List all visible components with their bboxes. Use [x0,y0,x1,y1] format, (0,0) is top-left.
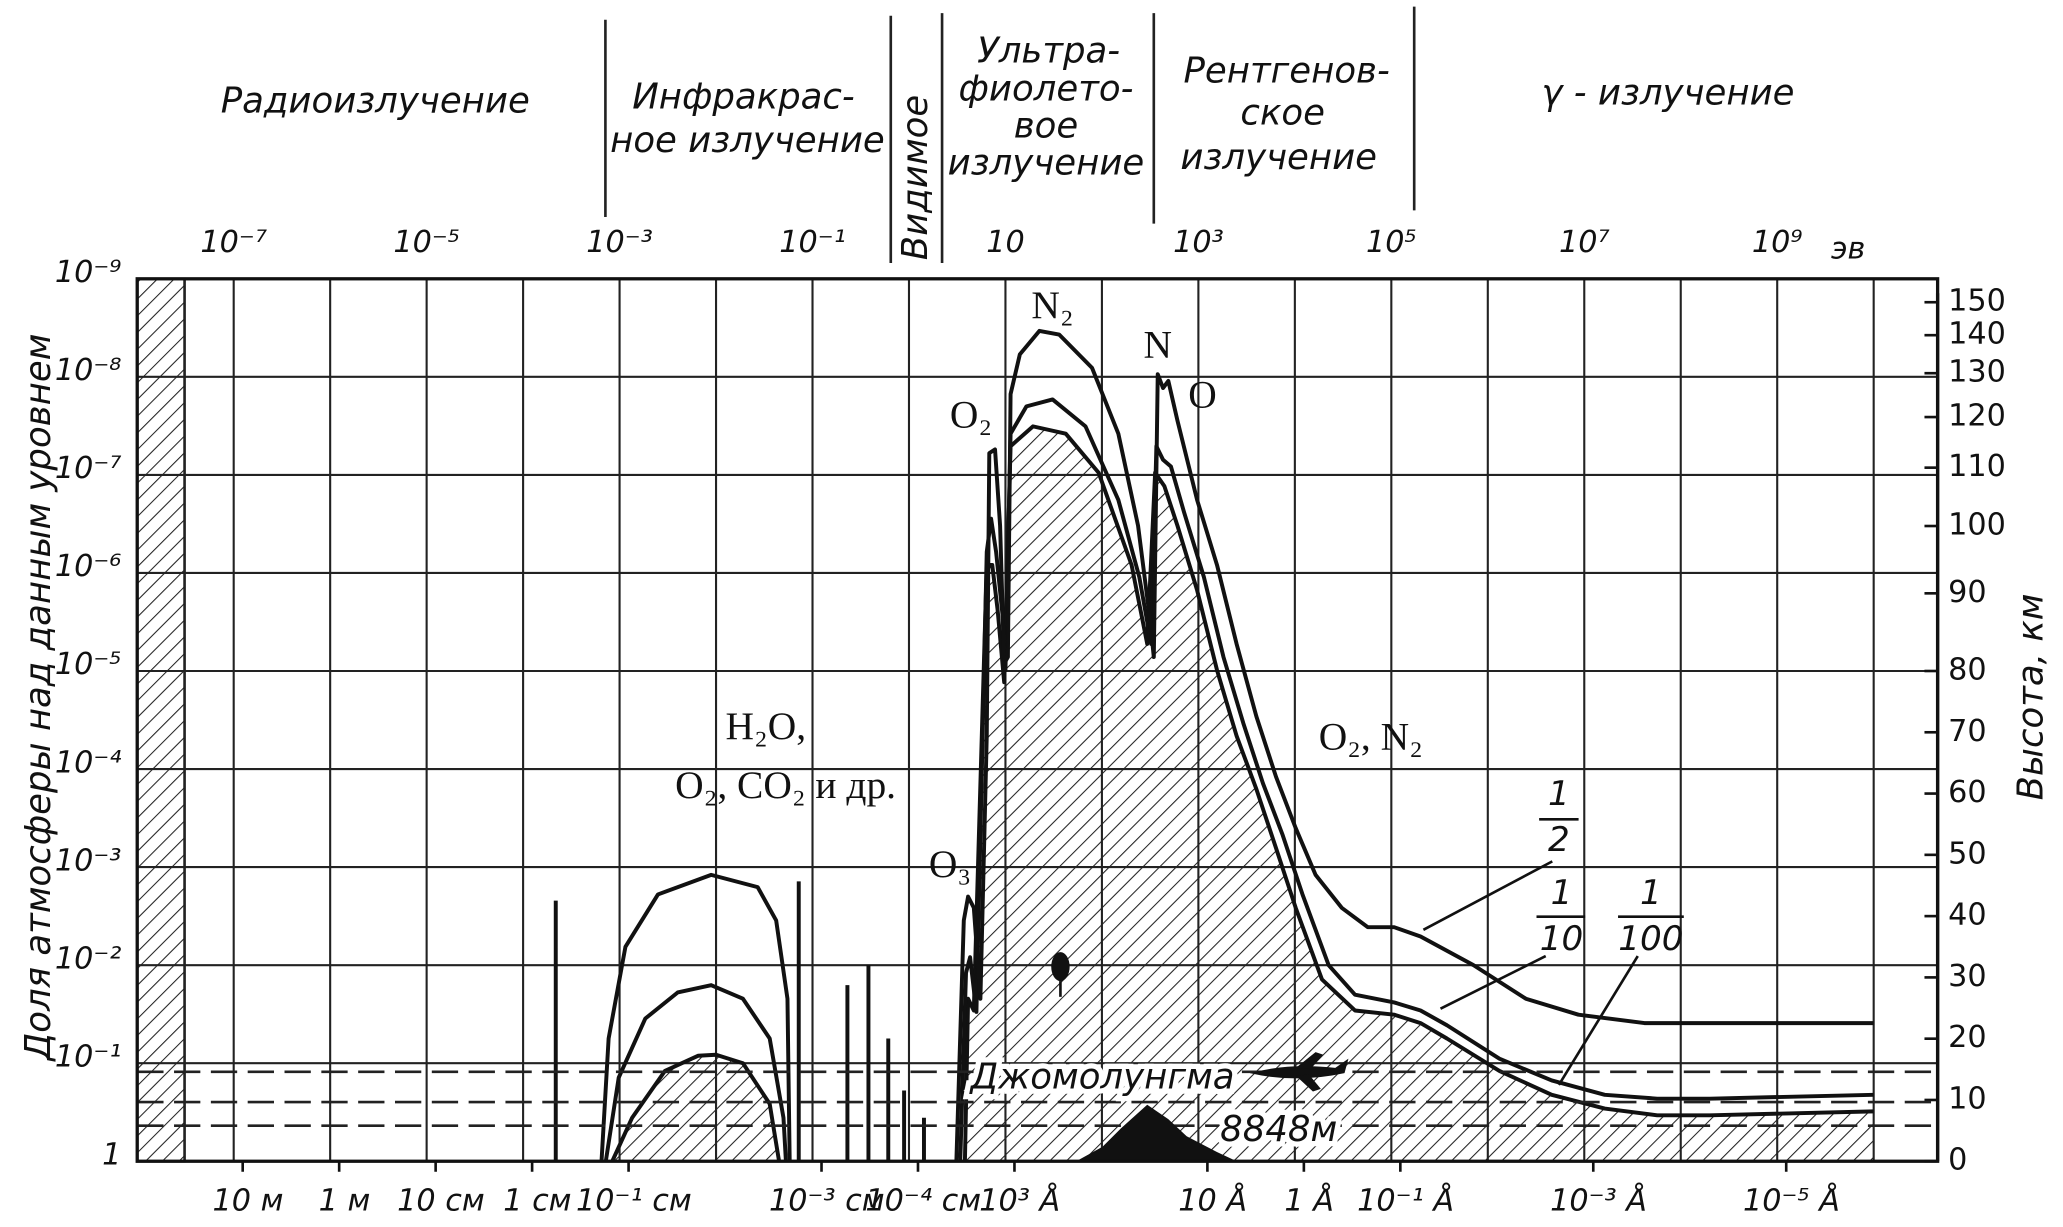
hatched-area [612,1054,780,1162]
annotation: N₂ [1031,283,1073,327]
mountain [1076,1104,1237,1162]
annotation: O₂, N₂ [1319,714,1423,758]
y2-tick-label: 0 [1948,1143,1967,1178]
band-label: γ - излучение [1542,73,1795,114]
x2-tick-label: 10⁻⁵ Å [1743,1183,1840,1219]
x-tick-label: 10⁻³ [586,225,653,260]
y-axis-title: Доля атмосферы над данным уровнем [18,334,59,1063]
y-tick-label: 10⁻⁸ [55,353,122,388]
y2-tick-label: 100 [1948,508,2006,543]
x2-tick-label: 10⁻¹ Å [1357,1183,1454,1219]
y-tick-label: 10⁻⁹ [55,255,122,290]
y-tick-label: 10⁻⁷ [55,451,122,486]
x2-tick-label: 10 см [397,1184,485,1219]
x2-tick-label: 10⁻³ Å [1550,1183,1647,1219]
y2-tick-label: 30 [1948,959,1986,994]
x-tick-label: 10⁵ [1366,225,1417,260]
y-tick-label: 10⁻¹ [55,1039,122,1074]
series-label: 1 [1640,873,1662,913]
annotation: H₂O, [726,704,807,748]
annotation: O [1188,373,1216,417]
annotation: N [1144,323,1172,367]
x-tick-label: 10⁹ [1752,225,1803,260]
curve [610,424,1874,1163]
y2-tick-label: 90 [1948,575,1986,610]
y2-tick-label: 40 [1948,898,1986,933]
band-label: излучение [948,142,1145,183]
x-tick-label: 10⁻⁷ [200,225,267,260]
x2-tick-label: 10⁻⁴ см [865,1184,981,1219]
y2-tick-label: 60 [1948,775,1986,810]
hatched-band [135,277,186,1163]
x-tick-label: 10⁻¹ [779,225,846,260]
series-label: 1 [1551,873,1573,913]
band-label: Радиоизлучение [221,81,530,122]
band-label: Инфракрас- [632,77,854,118]
x-tick-label: 10⁷ [1559,225,1610,260]
y2-tick-label: 50 [1948,836,1986,871]
x2-tick-label: 1 Å [1284,1183,1334,1219]
x2-tick-label: 10⁻³ см [769,1184,885,1219]
y2-tick-label: 110 [1948,449,2006,484]
y-tick-label: 1 [102,1137,121,1172]
x2-tick-label: 10 м [213,1184,284,1219]
x-tick-label: 10⁻⁵ [393,225,460,260]
y-tick-label: 10⁻⁴ [55,745,122,780]
leader-line [1557,955,1639,1086]
y2-tick-label: 20 [1948,1020,1986,1055]
data-layer [553,328,1874,1163]
y-tick-label: 10⁻³ [55,843,122,878]
y-tick-label: 10⁻² [55,941,122,976]
y2-tick-label: 130 [1948,355,2006,390]
y2-tick-label: 70 [1948,714,1986,749]
band-label: ское [1240,92,1325,133]
y-tick-label: 10⁻⁵ [55,647,122,682]
x2-tick-label: 1 м [319,1184,371,1219]
series-label: 2 [1548,820,1570,860]
hatched-area [964,426,1874,1162]
x2-tick-label: 1 см [503,1184,571,1219]
y-tick-label: 10⁻⁶ [55,549,122,584]
band-label: Рентгенов- [1183,50,1389,91]
x2-tick-label: 10³ Å [979,1183,1060,1219]
leader-line [1422,860,1553,931]
balloon [1051,952,1070,997]
band-label: излучение [1180,137,1377,178]
band-label: Видимое [895,95,936,260]
curve [553,328,1874,1162]
series-label: 100 [1618,919,1683,959]
y2-tick-label: 140 [1948,317,2006,352]
annotation: O₂, CO₂ и др. [675,763,896,807]
band-label: фиолето- [959,69,1134,110]
annotation: O₂ [950,392,992,436]
band-label: Ультра- [977,31,1120,72]
x-tick-label: 10³ [1173,225,1224,260]
band-label: вое [1014,106,1078,147]
band-label: ное излучение [610,120,885,161]
curve [603,397,1874,1162]
annotation: Джомолунгма [969,1056,1235,1097]
airplane [1249,1052,1349,1092]
series-label: 1 [1548,774,1570,814]
y2-tick-label: 10 [1948,1081,1986,1116]
y2-axis-title: Высота, км [2010,594,2051,801]
y2-tick-label: 80 [1948,652,1986,687]
annotation: 8848м [1220,1109,1337,1150]
x2-tick-label: 10⁻¹ см [576,1184,692,1219]
y2-tick-label: 120 [1948,399,2006,434]
leader-line [1439,954,1547,1010]
annotation: O₃ [929,842,971,886]
x-unit: эв [1831,231,1865,266]
x2-tick-label: 10 Å [1178,1183,1247,1219]
plot-frame [135,277,1940,1163]
x-tick-label: 10 [986,225,1024,260]
y2-tick-label: 150 [1948,284,2006,319]
series-label: 10 [1540,919,1584,959]
